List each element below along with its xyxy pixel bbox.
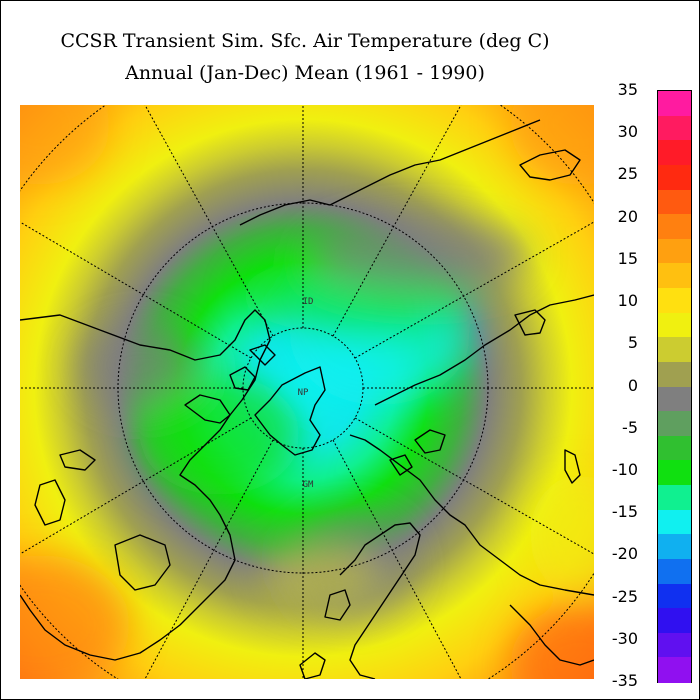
colorbar-tick-label: 10 <box>617 291 638 311</box>
colorbar-bin <box>658 558 691 585</box>
colorbar-bin <box>658 288 691 314</box>
map-svg: NP ID GM <box>20 105 594 679</box>
colorbar-tick-label: -5 <box>622 417 638 437</box>
colorbar-tick-label: 15 <box>617 248 638 268</box>
colorbar-tick-label: -10 <box>611 459 638 479</box>
temperature-anomalies <box>20 105 594 679</box>
colorbar-bin <box>658 657 691 683</box>
colorbar-bin <box>658 140 691 166</box>
colorbar-bin <box>658 214 691 240</box>
colorbar-tick-label: -25 <box>611 586 638 606</box>
colorbar-bin <box>658 411 691 437</box>
colorbar-tick-label: -20 <box>611 544 638 564</box>
colorbar-bin <box>658 337 691 363</box>
colorbar-bin <box>658 583 691 609</box>
dateline-label: ID <box>303 297 314 307</box>
colorbar-bin <box>658 164 691 191</box>
meridians <box>20 105 594 679</box>
temperature-colorbar <box>657 90 692 683</box>
colorbar-tick-label: 5 <box>627 333 638 353</box>
colorbar-tick-label: -35 <box>611 671 638 690</box>
map-title: CCSR Transient Sim. Sfc. Air Temperature… <box>60 30 550 52</box>
colorbar-bin <box>658 312 691 338</box>
colorbar-bin <box>658 485 691 511</box>
colorbar-bin <box>658 534 691 560</box>
colorbar-tick-label: 25 <box>617 164 638 184</box>
colorbar-bin <box>658 189 691 215</box>
colorbar-tick-label: 0 <box>627 375 638 395</box>
north-pole-label: NP <box>298 388 309 398</box>
colorbar-tick-label: 30 <box>617 122 638 142</box>
colorbar-bin <box>658 361 691 388</box>
colorbar-tick-label: 20 <box>617 206 638 226</box>
colorbar-bin <box>658 238 691 264</box>
map-subtitle: Annual (Jan-Dec) Mean (1961 - 1990) <box>125 62 485 84</box>
colorbar-bin <box>658 263 691 289</box>
colorbar-bin <box>658 608 691 634</box>
polar-temperature-map: NP ID GM <box>20 105 594 679</box>
colorbar-bin <box>658 91 691 117</box>
colorbar-bin <box>658 386 691 412</box>
colorbar-bin <box>658 435 691 461</box>
colorbar-tick-label: -30 <box>611 628 638 648</box>
colorbar-bin <box>658 115 691 141</box>
colorbar-bin <box>658 509 691 535</box>
colorbar-bin <box>658 460 691 486</box>
colorbar-bin <box>658 632 691 658</box>
colorbar-tick-label: -15 <box>611 502 638 522</box>
colorbar-tick-label: 35 <box>617 80 638 99</box>
greenwich-label: GM <box>303 480 314 490</box>
